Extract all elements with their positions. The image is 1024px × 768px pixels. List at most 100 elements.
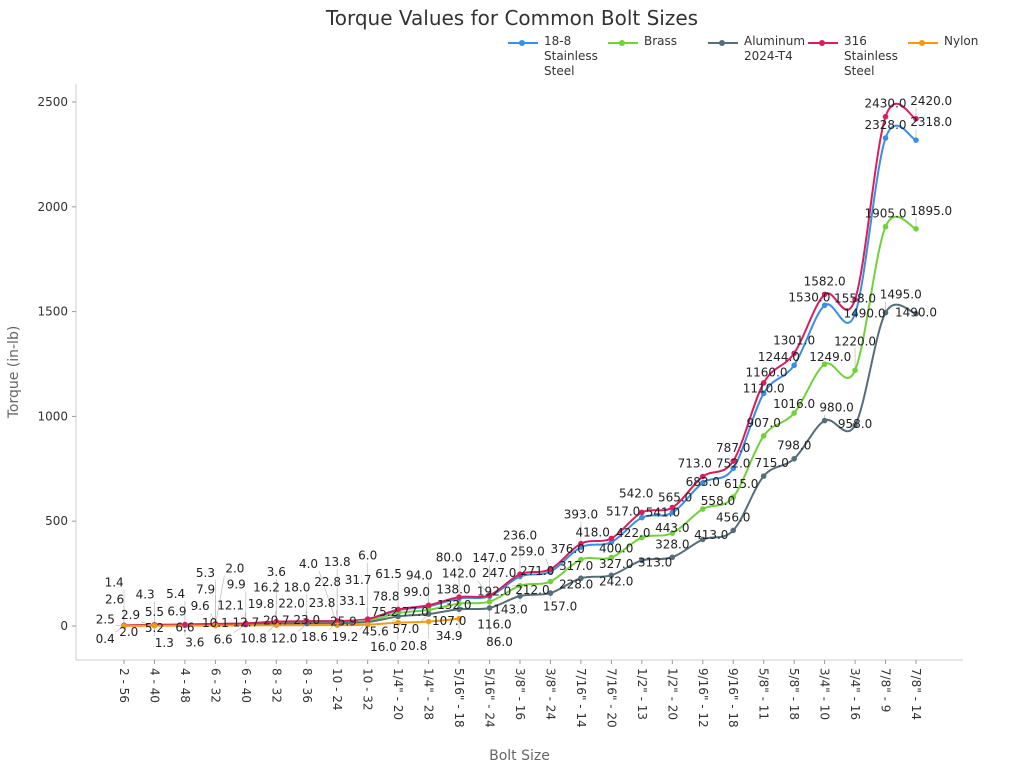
data-label-18-8-stainless-steel: 1490.0 (843, 307, 885, 321)
data-label-18-8-stainless-steel: 259.0 (510, 544, 544, 558)
data-point-aluminum-2024-t4 (456, 606, 462, 613)
data-point-aluminum-2024-t4 (395, 613, 401, 620)
data-point-brass (486, 598, 493, 605)
data-point-18-8-stainless-steel (760, 390, 767, 397)
data-label-18-8-stainless-steel: 94.0 (406, 569, 433, 583)
data-label-18-8-stainless-steel: 2328.0 (865, 118, 907, 132)
data-point-316-stainless-steel (608, 535, 615, 542)
x-tick-label: 3/8" - 24 (543, 668, 557, 720)
x-tick-label: 9/16" - 18 (726, 668, 740, 728)
data-label-316-stainless-steel: 787.0 (716, 441, 750, 455)
data-point-316-stainless-steel (730, 458, 737, 464)
data-label-316-stainless-steel: 1160.0 (746, 366, 788, 380)
x-tick-label: 3/4" - 16 (848, 668, 862, 720)
x-tick-label: 8 - 32 (269, 668, 283, 703)
x-tick-label: 10 - 24 (330, 668, 344, 711)
legend-item[interactable]: Aluminum 2024-T4 (708, 34, 808, 79)
data-point-aluminum-2024-t4 (547, 590, 554, 596)
legend-label: 18-8 Stainless Steel (544, 34, 608, 79)
data-label-brass: 192.0 (477, 585, 511, 599)
y-tick-label: 500 (45, 514, 68, 528)
data-point-18-8-stainless-steel (730, 465, 737, 472)
data-point-aluminum-2024-t4 (882, 309, 889, 316)
x-axis-label: Bolt Size (489, 748, 550, 764)
x-tick-label: 1/2" - 20 (665, 668, 679, 720)
legend-label-line: Steel (544, 64, 575, 78)
data-label-316-stainless-steel: 713.0 (678, 457, 712, 471)
data-label-316-stainless-steel: 23.8 (309, 596, 336, 610)
legend-item[interactable]: 18-8 Stainless Steel (508, 34, 608, 79)
data-point-316-stainless-steel (182, 621, 188, 628)
data-label-aluminum-2024-t4: 13.8 (324, 555, 351, 569)
data-label-316-stainless-steel: 23.0 (293, 613, 320, 627)
x-tick-label: 4 - 40 (147, 668, 161, 703)
data-label-aluminum-2024-t4: 1490.0 (895, 306, 937, 320)
data-point-316-stainless-steel (425, 602, 432, 609)
legend-swatch (708, 34, 738, 48)
data-label-brass: 18.6 (301, 630, 328, 644)
data-label-aluminum-2024-t4: 413.0 (694, 528, 728, 542)
data-label-nylon: 16.0 (370, 640, 397, 654)
data-point-316-stainless-steel (882, 113, 889, 120)
data-label-brass: 1249.0 (809, 350, 851, 364)
legend-item[interactable]: Nylon (908, 34, 1008, 79)
data-point-brass (669, 530, 676, 536)
x-tick-label: 4 - 48 (178, 668, 192, 703)
data-point-316-stainless-steel (303, 618, 310, 624)
data-point-nylon (425, 618, 432, 625)
data-label-316-stainless-steel: 542.0 (619, 487, 653, 501)
data-label-brass: 1895.0 (910, 204, 952, 218)
data-point-nylon (395, 619, 401, 626)
x-tick-label: 7/8" - 9 (879, 668, 893, 712)
data-label-316-stainless-steel: 393.0 (564, 508, 598, 522)
data-label-brass: 615.0 (724, 477, 758, 491)
data-label-nylon: 2.0 (225, 562, 244, 576)
data-points (121, 113, 919, 629)
data-label-aluminum-2024-t4: 80.0 (436, 550, 463, 564)
data-label-18-8-stainless-steel: 752.0 (716, 456, 750, 470)
legend-label-line: Aluminum (744, 34, 806, 48)
data-point-aluminum-2024-t4 (699, 536, 706, 543)
data-point-brass (882, 223, 889, 230)
data-point-brass (456, 600, 462, 607)
x-tick-label: 3/4" - 10 (818, 668, 832, 720)
data-label-leader (215, 575, 225, 626)
data-label-brass: 558.0 (701, 494, 735, 508)
data-label-18-8-stainless-steel: 1110.0 (743, 381, 785, 395)
legend: 18-8 Stainless Steel Brass Aluminum 2024-T4 31… (508, 34, 1008, 79)
data-label-316-stainless-steel: 12.7 (232, 615, 259, 629)
data-point-aluminum-2024-t4 (852, 422, 858, 429)
data-label-aluminum-2024-t4: 980.0 (819, 401, 853, 415)
data-label-brass: 9.9 (227, 578, 246, 592)
data-label-brass: 1905.0 (865, 207, 907, 221)
data-label-18-8-stainless-steel: 132.0 (437, 598, 471, 612)
data-label-aluminum-2024-t4: 715.0 (755, 456, 789, 470)
data-label-316-stainless-steel: 2430.0 (865, 97, 907, 111)
data-point-aluminum-2024-t4 (639, 557, 645, 564)
data-label-316-stainless-steel: 33.1 (339, 594, 366, 608)
data-label-brass: 25.9 (330, 615, 357, 629)
data-label-316-stainless-steel: 418.0 (576, 525, 610, 539)
data-label-18-8-stainless-steel: 236.0 (503, 529, 537, 543)
data-label-316-stainless-steel: 1582.0 (804, 274, 846, 288)
data-point-brass (699, 506, 706, 512)
legend-label-line: Brass (644, 34, 678, 48)
data-point-316-stainless-steel (852, 296, 858, 303)
data-point-18-8-stainless-steel (882, 135, 889, 141)
data-label-brass: 7.9 (196, 582, 215, 596)
data-point-aluminum-2024-t4 (578, 575, 584, 582)
data-label-316-stainless-steel: 1301.0 (773, 333, 815, 347)
data-label-18-8-stainless-steel: 22.0 (278, 596, 305, 610)
legend-item[interactable]: 316 Stainless Steel (808, 34, 908, 79)
data-label-18-8-stainless-steel: 2.5 (96, 613, 115, 627)
data-point-brass (791, 410, 797, 416)
x-tick-label: 7/8" - 14 (909, 668, 923, 720)
data-label-aluminum-2024-t4: 798.0 (777, 439, 811, 453)
data-label-brass: 2.0 (119, 625, 138, 639)
data-point-nylon (212, 622, 219, 629)
legend-item[interactable]: Brass (608, 34, 708, 79)
data-label-nylon: 20.8 (401, 639, 428, 653)
legend-label-line: 2024-T4 (744, 49, 793, 63)
